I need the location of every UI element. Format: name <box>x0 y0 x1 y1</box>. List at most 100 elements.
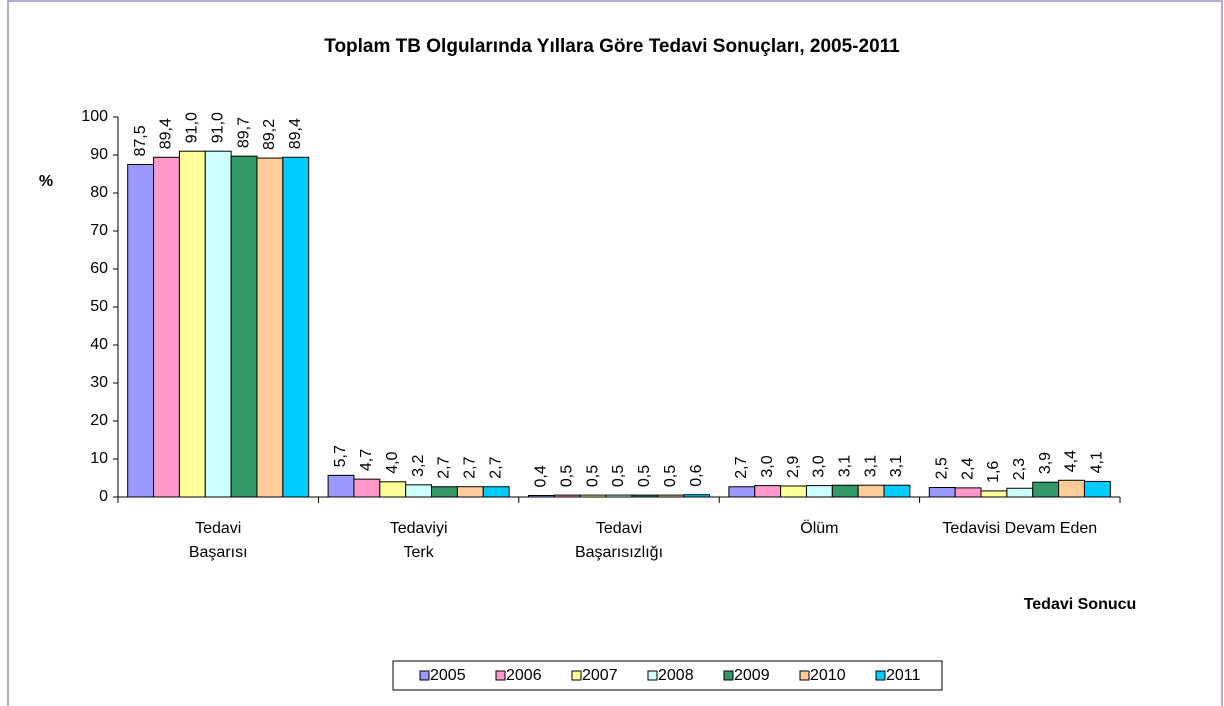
value-label: 0,6 <box>688 464 705 486</box>
y-tick-label: 80 <box>90 184 108 201</box>
value-label: 2,9 <box>785 456 802 478</box>
legend-swatch <box>647 670 658 681</box>
legend-swatch <box>571 670 582 681</box>
bar <box>204 150 232 498</box>
bar <box>431 486 458 498</box>
value-label: 87,5 <box>132 125 149 156</box>
bar <box>780 485 807 498</box>
bar <box>1083 480 1111 498</box>
legend-label: 2009 <box>734 667 770 684</box>
bar <box>528 494 555 498</box>
x-tick-label: Terk <box>403 544 434 561</box>
x-tick-label: Başarısızlığı <box>575 544 663 561</box>
value-label: 0,5 <box>610 465 627 487</box>
y-tick-label: 10 <box>90 450 108 467</box>
x-tick-label: Tedavi <box>596 520 642 537</box>
value-label: 2,7 <box>733 456 750 478</box>
value-label: 91,0 <box>209 112 226 143</box>
bar <box>928 487 956 498</box>
value-label: 4,4 <box>1063 450 1080 472</box>
value-label: 0,5 <box>584 465 601 487</box>
bar <box>127 164 155 498</box>
value-label: 2,7 <box>462 456 479 478</box>
value-label: 3,1 <box>862 455 879 477</box>
value-label: 2,7 <box>436 456 453 478</box>
bar <box>883 484 911 498</box>
y-tick-label: 20 <box>90 412 108 429</box>
legend-box <box>392 660 943 691</box>
bar <box>482 486 510 498</box>
value-label: 3,0 <box>811 455 828 477</box>
x-tick-label: Başarısı <box>189 544 248 561</box>
legend-label: 2008 <box>658 667 694 684</box>
x-axis-title: Tedavi Sonucu <box>1024 596 1137 613</box>
bar <box>805 485 833 498</box>
bar <box>282 156 310 498</box>
bar <box>631 494 659 498</box>
bar <box>405 484 433 498</box>
value-label: 0,5 <box>559 465 576 487</box>
bar <box>553 494 581 498</box>
y-axis-title: % <box>39 173 53 190</box>
x-tick-label: Tedavisi Devam Eden <box>942 520 1097 537</box>
bar <box>754 485 782 498</box>
value-label: 2,7 <box>487 456 504 478</box>
value-label: 89,4 <box>287 118 304 149</box>
bar <box>353 478 381 498</box>
value-label: 2,5 <box>933 457 950 479</box>
frame <box>7 0 1223 706</box>
value-label: 3,1 <box>888 455 905 477</box>
bar <box>657 494 685 498</box>
bar <box>728 486 756 498</box>
value-label: 4,1 <box>1089 451 1106 473</box>
bar <box>1058 479 1085 498</box>
legend-swatch <box>419 670 430 681</box>
y-tick-label: 40 <box>90 336 108 353</box>
bar <box>1032 481 1060 498</box>
bar <box>1006 487 1034 498</box>
value-label: 4,7 <box>358 449 375 471</box>
legend-label: 2005 <box>430 667 466 684</box>
bar <box>683 494 711 498</box>
bar <box>579 494 607 498</box>
value-label: 89,7 <box>235 117 252 148</box>
x-tick-label: Tedaviyi <box>390 520 448 537</box>
bar <box>379 481 407 498</box>
x-tick-label: Ölüm <box>800 519 838 537</box>
bar <box>256 157 284 498</box>
y-tick-label: 100 <box>81 108 108 125</box>
value-label: 4,0 <box>384 451 401 473</box>
bar <box>857 484 885 498</box>
value-label: 5,7 <box>332 445 349 467</box>
legend-swatch <box>875 670 886 681</box>
bar <box>980 490 1008 498</box>
legend-label: 2006 <box>506 667 542 684</box>
value-label: 0,5 <box>662 465 679 487</box>
value-label: 3,0 <box>759 455 776 477</box>
y-tick-label: 30 <box>90 374 108 391</box>
bar <box>954 487 982 498</box>
y-tick-label: 90 <box>90 146 108 163</box>
chart-title: Toplam TB Olgularında Yıllara Göre Tedav… <box>324 36 900 57</box>
legend-label: 2011 <box>886 667 921 684</box>
bar <box>230 155 258 498</box>
y-tick-label: 60 <box>90 260 108 277</box>
legend-label: 2007 <box>582 667 618 684</box>
value-label: 3,9 <box>1037 452 1054 474</box>
bar <box>831 484 859 498</box>
y-tick-label: 50 <box>90 298 108 315</box>
value-label: 89,4 <box>158 118 175 149</box>
y-tick-label: 70 <box>90 222 108 239</box>
value-label: 2,3 <box>1011 458 1028 480</box>
y-tick-label: 0 <box>99 488 108 505</box>
legend-swatch <box>799 670 810 681</box>
bar <box>605 494 633 498</box>
x-tick-label: Tedavi <box>195 520 241 537</box>
value-label: 0,5 <box>636 465 653 487</box>
bar <box>178 150 206 498</box>
bar <box>327 474 355 498</box>
value-label: 3,2 <box>410 454 427 476</box>
bar <box>153 156 180 498</box>
value-label: 89,2 <box>261 119 278 150</box>
